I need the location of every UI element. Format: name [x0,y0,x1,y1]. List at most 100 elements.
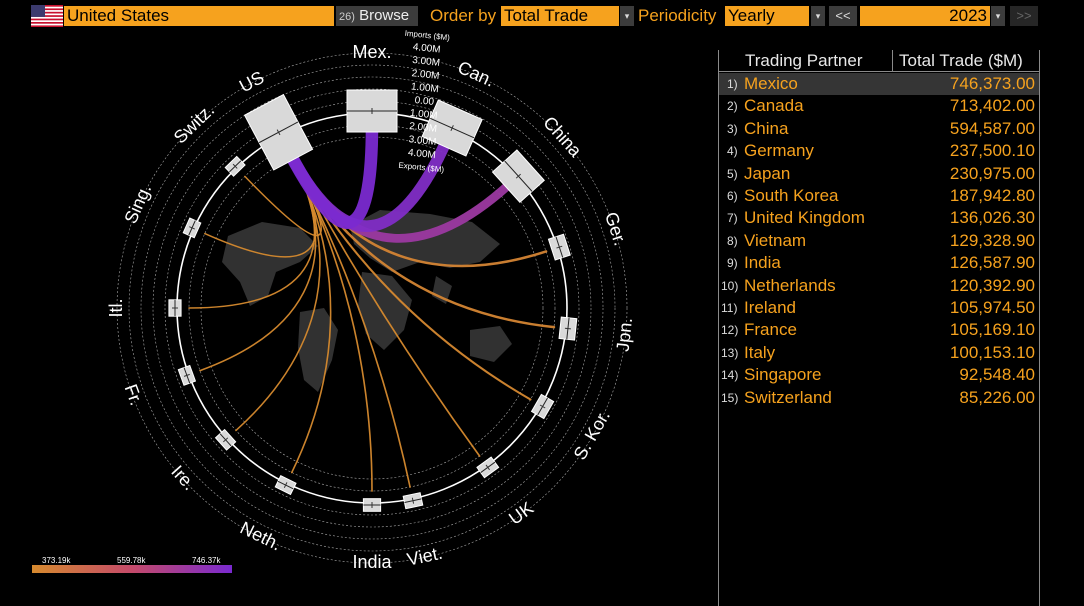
row-partner-name: Canada [744,96,804,116]
table-row[interactable]: 6) South Korea 187,942.80 [719,185,1039,207]
order-by-dropdown-icon[interactable]: ▾ [620,6,634,26]
row-partner-name: Italy [744,342,776,362]
node-box[interactable] [346,89,398,133]
legend-mid-label: 559.78k [117,556,146,565]
table-header: Trading Partner Total Trade ($M) [719,50,1039,72]
trade-chord-chart: Imports ($M)4.00M3.00M2.00M1.00M0.001.00… [106,29,636,572]
node-box[interactable] [530,393,555,420]
row-rank: 5) [727,166,738,181]
table-row[interactable]: 9) India 126,587.90 [719,252,1039,274]
country-input[interactable]: United States [64,6,334,26]
row-partner-name: Mexico [744,74,798,93]
order-by-select[interactable]: Total Trade [501,6,619,26]
table-row[interactable]: 13) Italy 100,153.10 [719,342,1039,364]
row-total-trade: 713,402.00 [949,96,1035,116]
periodicity-dropdown-icon[interactable]: ▾ [811,6,825,26]
node-label: Jpn. [613,317,636,353]
node-box[interactable] [421,99,483,157]
row-rank: 8) [727,233,738,248]
row-partner-name: Ireland [744,298,796,317]
node-box[interactable] [274,475,297,496]
row-total-trade: 129,328.90 [949,230,1035,250]
node-label: Sing. [120,181,155,227]
row-total-trade: 187,942.80 [949,186,1035,205]
year-select[interactable]: 2023 [860,6,990,26]
trade-link [283,118,379,229]
row-rank: 14) [721,368,739,383]
browse-count: 26) [339,11,355,23]
previous-year-button[interactable]: << [829,6,857,26]
node-label: UK [505,498,537,529]
col-header-total-trade[interactable]: Total Trade ($M) [899,51,1023,70]
table-row[interactable]: 5) Japan 230,975.00 [719,163,1039,185]
col-header-trading-partner[interactable]: Trading Partner [745,51,863,70]
row-total-trade: 100,153.10 [949,342,1035,362]
row-partner-name: China [744,118,789,138]
table-row[interactable]: 15) Switzerland 85,226.00 [719,387,1039,409]
scale-label: 1.00M [409,108,438,122]
scale-ring [164,100,580,516]
scale-label: 4.00M [412,42,441,56]
scale-label: 1.00M [410,81,439,95]
row-rank: 3) [727,121,738,136]
node-box[interactable] [182,217,202,239]
scale-label: 2.00M [409,121,438,135]
node-label: Ger. [601,210,631,249]
node-box[interactable] [177,364,197,386]
row-rank: 10) [721,278,739,293]
us-flag-icon [31,5,63,27]
node-label: US [236,67,267,96]
node-box[interactable] [558,316,578,341]
node-label: Itl. [106,298,126,317]
table-row[interactable]: 10) Netherlands 120,392.90 [719,275,1039,297]
row-partner-name: France [744,320,797,340]
scale-label: Imports ($M) [404,29,450,43]
table-row[interactable]: 11) Ireland 105,974.50 [719,297,1039,319]
node-box[interactable] [224,155,246,177]
node-box[interactable] [168,299,182,317]
row-partner-name: United Kingdom [744,208,865,228]
row-rank: 7) [727,211,738,226]
world-map-background [222,210,512,392]
browse-button[interactable]: 26) Browse [336,6,418,26]
row-total-trade: 237,500.10 [949,141,1035,161]
legend-min-label: 373.19k [42,556,71,565]
row-partner-name: Germany [744,141,814,161]
table-row[interactable]: 14) Singapore 92,548.40 [719,364,1039,386]
next-year-button[interactable]: >> [1010,6,1038,26]
node-label: Fr. [121,382,147,409]
periodicity-select[interactable]: Yearly [725,6,809,26]
year-dropdown-icon[interactable]: ▾ [991,6,1005,26]
row-total-trade: 85,226.00 [959,387,1035,407]
trade-link [235,152,321,432]
node-box[interactable] [214,428,237,451]
table-row[interactable]: 7) United Kingdom 136,026.30 [719,207,1039,229]
table-row[interactable]: 3) China 594,587.00 [719,118,1039,140]
row-total-trade: 105,169.10 [949,320,1035,340]
node-label: Can. [455,57,498,91]
table-row[interactable]: 2) Canada 713,402.00 [719,95,1039,117]
table-row[interactable]: 12) France 105,169.10 [719,319,1039,341]
table-row[interactable]: 8) Vietnam 129,328.90 [719,230,1039,252]
node-label: Neth. [237,518,284,555]
row-total-trade: 746,373.00 [949,74,1035,93]
row-total-trade: 105,974.50 [949,298,1035,317]
browse-label: Browse [359,7,410,24]
table-row[interactable]: 1) Mexico 746,373.00 [719,73,1039,95]
row-partner-name: South Korea [744,186,839,205]
node-box[interactable] [476,456,500,479]
col-separator [892,50,893,72]
node-box[interactable] [547,233,571,261]
node-box[interactable] [491,149,545,204]
node-box[interactable] [362,498,382,512]
node-box[interactable] [402,492,424,510]
row-total-trade: 594,587.00 [949,118,1035,138]
node-label: India [352,552,392,572]
node-box[interactable] [243,93,314,171]
row-partner-name: Vietnam [744,230,807,250]
legend-max-label: 746.37k [192,556,221,565]
row-rank: 9) [727,256,738,271]
table-row[interactable]: 4) Germany 237,500.10 [719,140,1039,162]
scale-ring [128,64,616,552]
row-total-trade: 126,587.90 [949,253,1035,273]
